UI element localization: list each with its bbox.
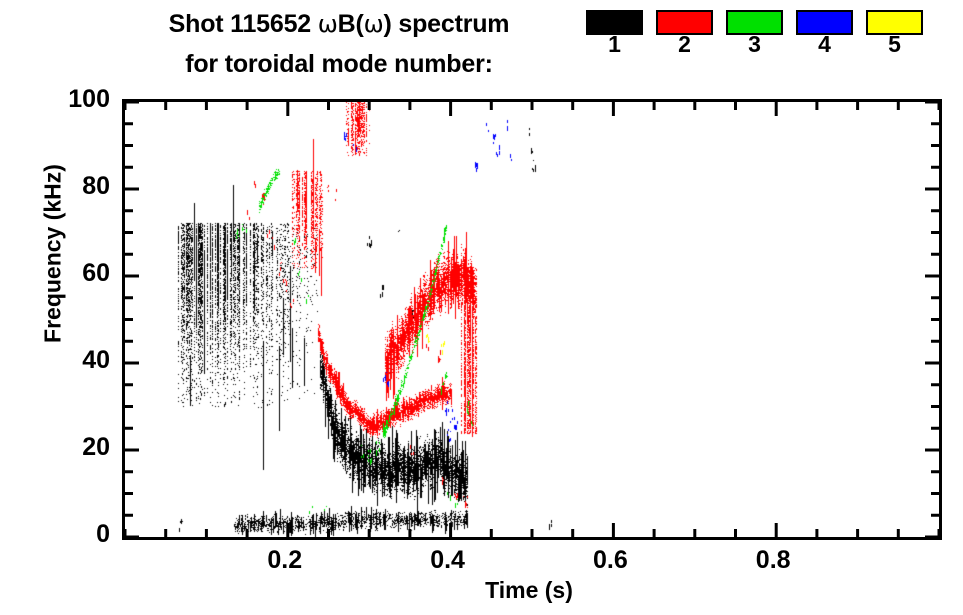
legend: 1 2 3 4 5: [586, 10, 923, 57]
legend-swatch-1: [586, 10, 643, 35]
y-axis-title: Frequency (kHz): [39, 164, 66, 343]
y-tick-label-0: 0: [96, 520, 110, 548]
legend-entry-5[interactable]: 5: [866, 10, 923, 57]
y-tick-label-40: 40: [82, 346, 110, 374]
spectrogram-canvas: [125, 102, 939, 537]
plot-area: [122, 99, 942, 540]
legend-swatch-3: [726, 10, 783, 35]
y-tick-label-80: 80: [82, 172, 110, 200]
title-suffix: ) spectrum: [383, 10, 510, 38]
y-tick-label-20: 20: [82, 433, 110, 461]
legend-swatch-4: [796, 10, 853, 35]
legend-entry-3[interactable]: 3: [726, 10, 783, 57]
title-prefix: Shot 115652: [168, 10, 318, 38]
legend-entry-2[interactable]: 2: [656, 10, 713, 57]
x-tick-label-0.4: 0.4: [430, 546, 465, 574]
figure-title-line-1: Shot 115652 ωB(ω) spectrum: [104, 4, 574, 44]
x-axis-title: Time (s): [485, 577, 573, 603]
legend-swatch-2: [656, 10, 713, 35]
x-tick-label-0.2: 0.2: [267, 546, 303, 574]
x-tick-label-0.8: 0.8: [755, 546, 791, 574]
omega-symbol-1: ω: [317, 10, 338, 38]
legend-entry-1[interactable]: 1: [586, 10, 643, 57]
y-tick-label-60: 60: [82, 259, 110, 287]
legend-label-5: 5: [888, 31, 901, 57]
legend-label-1: 1: [608, 31, 621, 57]
legend-entry-4[interactable]: 4: [796, 10, 853, 57]
figure-title-line-2: for toroidal mode number:: [185, 50, 493, 78]
legend-label-4: 4: [818, 31, 831, 57]
figure-title: Shot 115652 ωB(ω) spectrum for toroidal …: [104, 4, 574, 84]
legend-label-2: 2: [678, 31, 691, 57]
title-b: B(: [337, 10, 364, 38]
legend-swatch-5: [866, 10, 923, 35]
y-axis-tick-labels: 0 20 40 60 80 100: [48, 87, 110, 547]
x-axis-tick-labels: 0.2 0.4 0.6 0.8: [122, 545, 939, 579]
legend-label-3: 3: [748, 31, 761, 57]
y-tick-label-100: 100: [68, 85, 110, 113]
x-tick-label-0.6: 0.6: [593, 546, 628, 574]
omega-symbol-2: ω: [363, 10, 384, 38]
